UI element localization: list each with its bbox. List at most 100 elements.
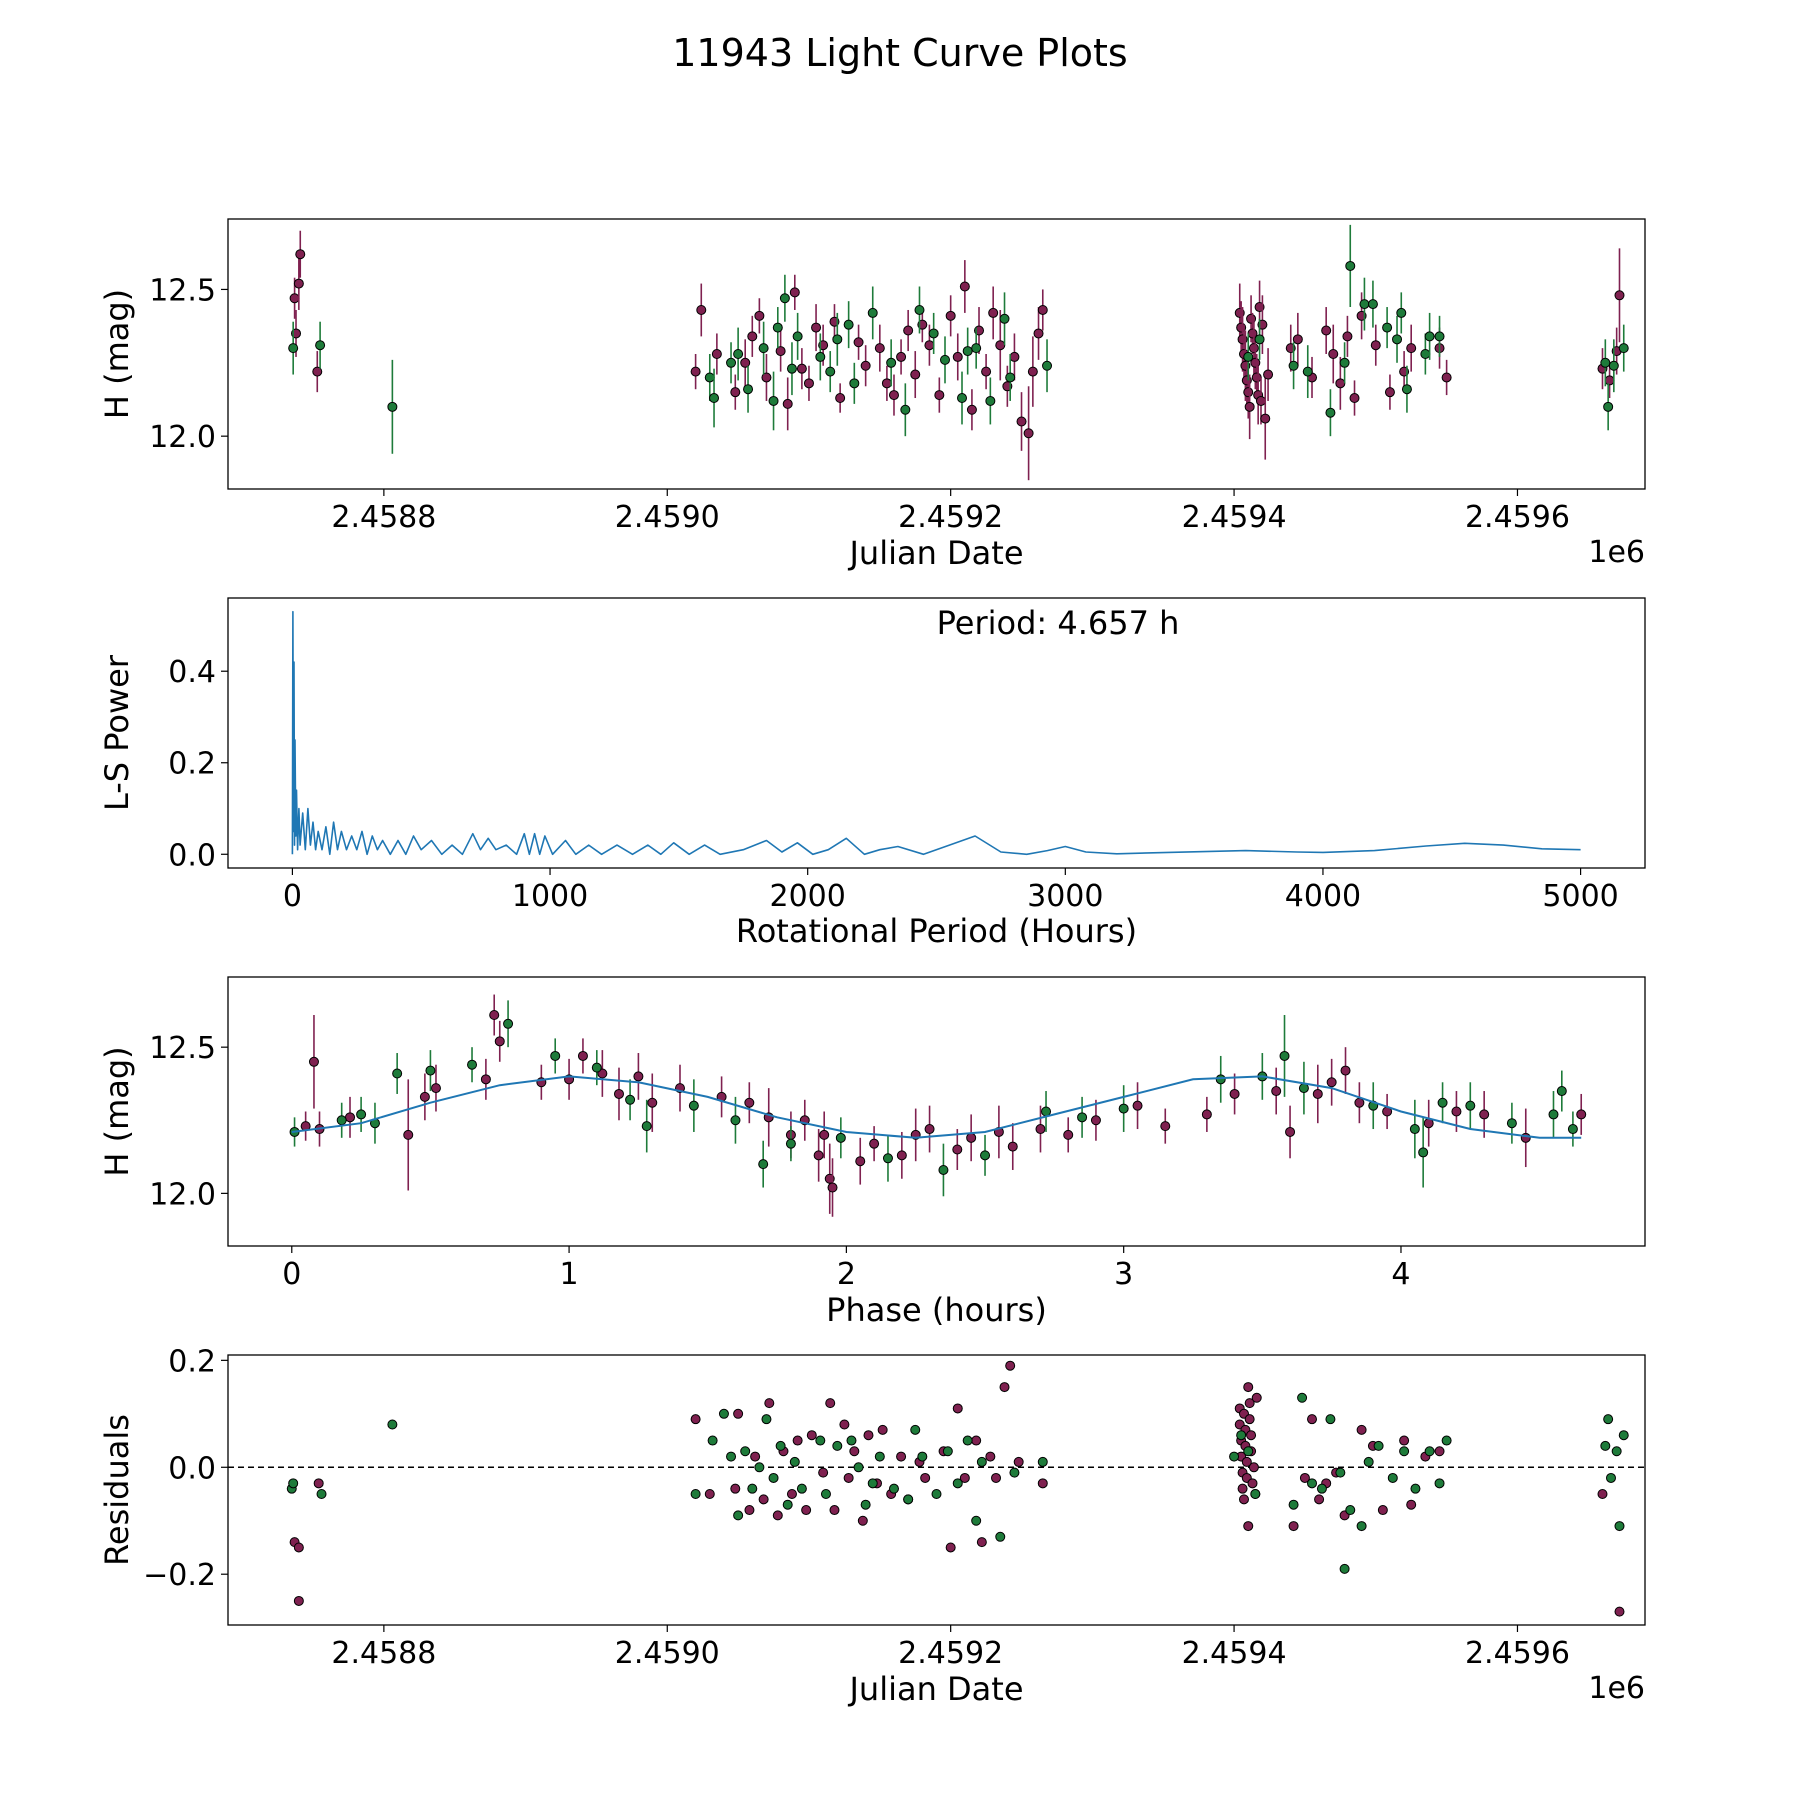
data-point-magenta bbox=[1285, 1126, 1296, 1137]
y-tick-label: −0.2 bbox=[143, 1558, 216, 1593]
data-point-green bbox=[796, 1483, 807, 1494]
data-point-green bbox=[726, 357, 737, 368]
data-point-green bbox=[591, 1062, 602, 1073]
data-point-magenta bbox=[1340, 1065, 1351, 1076]
y-axis-label: L-S Power bbox=[98, 654, 136, 811]
data-point-green bbox=[1215, 1074, 1226, 1085]
data-point-magenta bbox=[750, 1451, 761, 1462]
data-point-green bbox=[1567, 1124, 1578, 1135]
plot-area bbox=[228, 1360, 1645, 1617]
data-point-green bbox=[874, 1451, 885, 1462]
data-point-magenta bbox=[744, 1505, 755, 1516]
data-point-green bbox=[1600, 1440, 1611, 1451]
x-tick-label: 2.4594 bbox=[1182, 1636, 1287, 1671]
data-point-green bbox=[910, 1424, 921, 1435]
data-point-magenta bbox=[1248, 343, 1259, 354]
data-point-green bbox=[1424, 1446, 1435, 1457]
data-point-magenta bbox=[971, 1435, 982, 1446]
data-point-magenta bbox=[988, 307, 999, 318]
panel-phased-curve: 0 1 2 3 4 12.0 12.5 Phase (hours) H (mag) bbox=[98, 976, 1646, 1329]
data-point-magenta bbox=[874, 343, 885, 354]
data-point-magenta bbox=[952, 351, 963, 362]
data-point-green bbox=[1387, 1472, 1398, 1483]
data-point-magenta bbox=[999, 1382, 1010, 1393]
data-point-magenta bbox=[792, 1435, 803, 1446]
y-tick-label: 12.5 bbox=[149, 273, 216, 308]
data-point-green bbox=[1441, 1435, 1452, 1446]
data-point-green bbox=[550, 1050, 561, 1061]
data-point-magenta bbox=[819, 1129, 830, 1140]
data-point-green bbox=[316, 1489, 327, 1500]
y-tick-label: 0.2 bbox=[168, 747, 216, 782]
y-tick-label: 0.4 bbox=[168, 655, 216, 690]
data-point-green bbox=[726, 1451, 737, 1462]
axes-frame bbox=[227, 218, 1646, 490]
data-point-magenta bbox=[312, 366, 323, 377]
data-point-green bbox=[1288, 1499, 1299, 1510]
data-point-green bbox=[1600, 357, 1611, 368]
data-point-green bbox=[641, 1121, 652, 1132]
figure-title: 11943 Light Curve Plots bbox=[672, 31, 1127, 75]
data-point-magenta bbox=[857, 1515, 868, 1526]
data-point-green bbox=[1325, 1414, 1336, 1425]
data-point-green bbox=[1288, 360, 1299, 371]
data-point-green bbox=[1618, 1430, 1629, 1441]
data-point-green bbox=[467, 1059, 478, 1070]
data-point-magenta bbox=[896, 1451, 907, 1462]
data-point-magenta bbox=[1007, 1141, 1018, 1152]
data-point-green bbox=[1603, 1414, 1614, 1425]
x-axis-label: Rotational Period (Hours) bbox=[736, 912, 1137, 950]
data-point-green bbox=[425, 1065, 436, 1076]
data-point-green bbox=[775, 1440, 786, 1451]
data-point-magenta bbox=[1314, 1494, 1325, 1505]
data-point-green bbox=[1420, 349, 1431, 359]
data-point-green bbox=[940, 354, 951, 365]
data-point-magenta bbox=[952, 1403, 963, 1414]
data-point-magenta bbox=[835, 393, 846, 404]
data-point-green bbox=[1434, 331, 1445, 342]
data-point-green bbox=[772, 322, 783, 333]
data-point-green bbox=[843, 319, 854, 330]
data-point-green bbox=[688, 1100, 699, 1111]
data-point-magenta bbox=[801, 1505, 812, 1516]
data-point-green bbox=[1042, 360, 1053, 371]
plot-area bbox=[291, 610, 1581, 856]
data-point-green bbox=[832, 334, 843, 345]
data-point-magenta bbox=[1406, 343, 1417, 354]
data-point-magenta bbox=[761, 372, 772, 383]
x-tick-label: 2.4592 bbox=[898, 1636, 1003, 1671]
x-tick-label: 3 bbox=[1114, 1257, 1133, 1292]
data-point-green bbox=[747, 1483, 758, 1494]
data-point-magenta bbox=[711, 349, 722, 359]
data-point-green bbox=[1229, 1451, 1240, 1462]
data-point-magenta bbox=[1244, 1414, 1255, 1425]
data-point-green bbox=[754, 1462, 765, 1473]
data-point-magenta bbox=[1604, 375, 1615, 386]
x-tick-label: 2 bbox=[837, 1257, 856, 1292]
data-point-magenta bbox=[1160, 1121, 1171, 1132]
data-point-green bbox=[903, 1494, 914, 1505]
data-point-green bbox=[825, 366, 836, 377]
data-point-magenta bbox=[1260, 413, 1271, 424]
data-point-green bbox=[928, 328, 939, 339]
y-axis-label: Residuals bbox=[98, 1414, 136, 1566]
data-point-green bbox=[1316, 1483, 1327, 1494]
data-point-magenta bbox=[959, 1472, 970, 1483]
x-tick-label: 2.4592 bbox=[898, 500, 1003, 535]
power-line bbox=[291, 610, 1581, 856]
data-point-magenta bbox=[480, 1074, 491, 1085]
data-point-green bbox=[957, 393, 968, 404]
data-point-magenta bbox=[1326, 1077, 1337, 1088]
data-point-green bbox=[1437, 1097, 1448, 1108]
data-point-green bbox=[835, 1132, 846, 1143]
data-point-green bbox=[1297, 1392, 1308, 1403]
data-point-green bbox=[1382, 322, 1393, 333]
data-point-magenta bbox=[1479, 1109, 1490, 1120]
data-point-magenta bbox=[1248, 1462, 1259, 1473]
data-point-magenta bbox=[1251, 1392, 1262, 1403]
data-point-green bbox=[867, 1478, 878, 1489]
data-point-green bbox=[1618, 343, 1629, 354]
data-point-magenta bbox=[1441, 372, 1452, 383]
data-point-magenta bbox=[764, 1398, 775, 1409]
data-point-green bbox=[1392, 334, 1403, 345]
